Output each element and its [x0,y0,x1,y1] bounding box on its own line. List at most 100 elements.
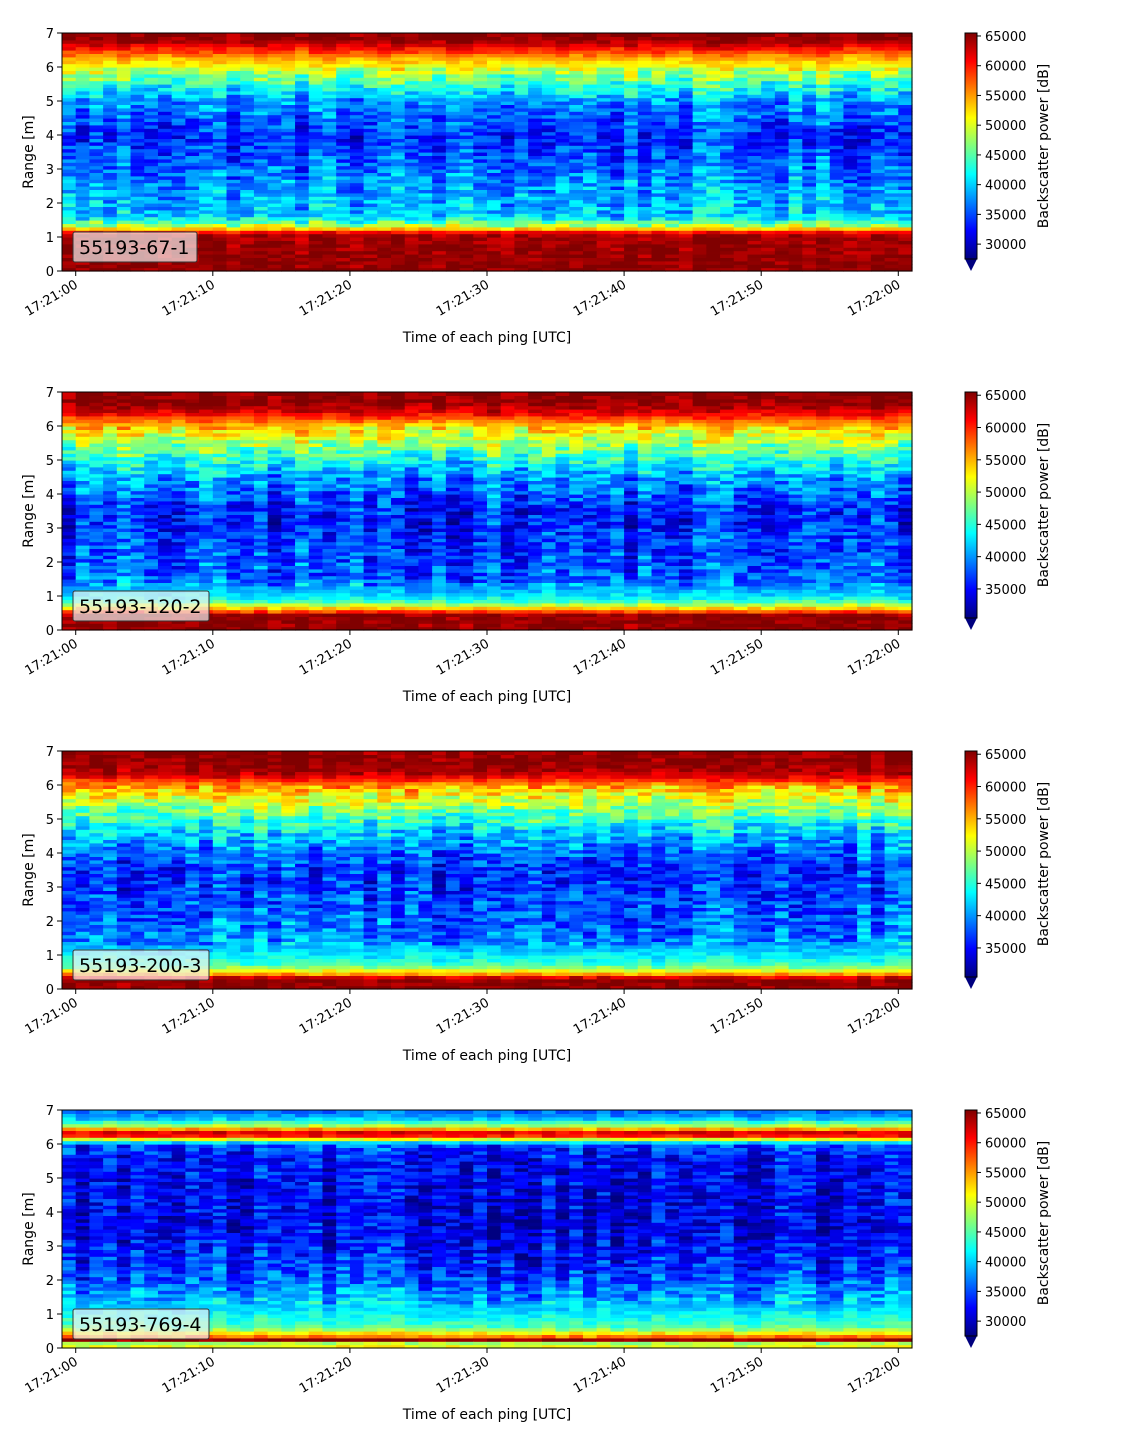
heatmap-cell [295,114,310,119]
heatmap-cell [130,162,145,167]
heatmap-cell [89,179,104,184]
heatmap-cell [528,182,543,187]
heatmap-cell [89,121,104,126]
heatmap-cell [171,169,186,173]
heatmap-cell [349,141,365,146]
heatmap-cell [377,172,392,177]
heatmap-cell [336,196,351,201]
heatmap-cell [349,196,365,201]
heatmap-cell [898,216,913,221]
heatmap-cell [89,206,104,211]
heatmap-cell [514,233,529,238]
heatmap-cell [555,131,570,136]
heatmap-cell [89,118,104,122]
heatmap-cell [199,264,214,269]
heatmap-cell [706,80,721,85]
heatmap-cell [706,230,721,235]
heatmap-cell [555,145,570,150]
heatmap-cell [692,118,707,122]
heatmap-cell [281,50,296,54]
heatmap-cell [336,87,351,92]
heatmap-cell [62,186,77,190]
heatmap-cell [240,141,255,146]
heatmap-cell [418,67,433,71]
heatmap-cell [226,118,241,122]
heatmap-cell [596,111,611,116]
heatmap-cell [651,73,666,78]
heatmap-cell [295,63,310,68]
heatmap-cell [514,243,529,248]
heatmap-cell [404,175,420,180]
heatmap-cell [116,165,132,170]
heatmap-cell [541,264,557,269]
heatmap-cell [349,107,365,112]
heatmap-cell [75,70,91,75]
heatmap-cell [473,80,488,85]
heatmap-cell [596,80,611,85]
heatmap-cell [706,63,721,68]
heatmap-cell [404,223,420,228]
heatmap-cell [459,111,474,116]
heatmap-cell [637,182,653,187]
heatmap-cell [487,33,502,37]
heatmap-cell [569,60,584,65]
heatmap-cell [281,84,296,88]
heatmap-cell [898,209,913,214]
heatmap-cell [692,213,707,218]
heatmap-cell [610,94,625,99]
heatmap-cell [363,209,378,214]
heatmap-cell [199,101,214,105]
heatmap-cell [857,226,872,231]
heatmap-cell [377,237,392,241]
heatmap-cell [500,243,516,248]
heatmap-cell [281,135,296,139]
heatmap-cell [678,90,694,95]
heatmap-cell [487,63,502,68]
heatmap-cell [582,73,598,78]
heatmap-cell [816,33,831,37]
heatmap-cell [349,84,365,88]
heatmap-cell [473,237,488,241]
heatmap-cell [432,203,447,207]
heatmap-cell [253,118,269,122]
heatmap-cell [308,220,324,224]
heatmap-cell [267,128,282,133]
heatmap-cell [281,87,296,92]
heatmap-cell [363,158,378,163]
heatmap-cell [157,77,173,82]
heatmap-cell [144,101,159,105]
heatmap-cell [706,203,721,207]
heatmap-cell [541,165,557,170]
heatmap-cell [157,172,173,177]
heatmap-cell [665,186,680,190]
heatmap-cell [692,182,707,187]
heatmap-cell [582,192,598,197]
heatmap-cell [62,254,77,258]
heatmap-cell [651,260,666,265]
heatmap-cell [610,206,625,211]
heatmap-cell [541,50,557,54]
heatmap-cell [240,128,255,133]
heatmap-cell [404,60,420,65]
heatmap-cell [199,111,214,116]
heatmap-cell [199,206,214,211]
heatmap-cell [816,209,831,214]
heatmap-cell [816,199,831,204]
heatmap-cell [487,101,502,105]
heatmap-cell [103,152,118,156]
heatmap-cell [637,53,653,58]
heatmap-cell [240,189,255,194]
heatmap-cell [637,84,653,88]
heatmap-cell [582,135,598,139]
heatmap-cell [199,226,214,231]
heatmap-cell [144,121,159,126]
heatmap-cell [322,206,337,211]
heatmap-cell [678,80,694,85]
heatmap-cell [281,216,296,221]
heatmap-cell [130,104,145,109]
heatmap-cell [528,80,543,85]
heatmap-cell [870,264,886,269]
heatmap-cell [487,36,502,41]
heatmap-cell [555,209,570,214]
heatmap-cell [75,152,91,156]
